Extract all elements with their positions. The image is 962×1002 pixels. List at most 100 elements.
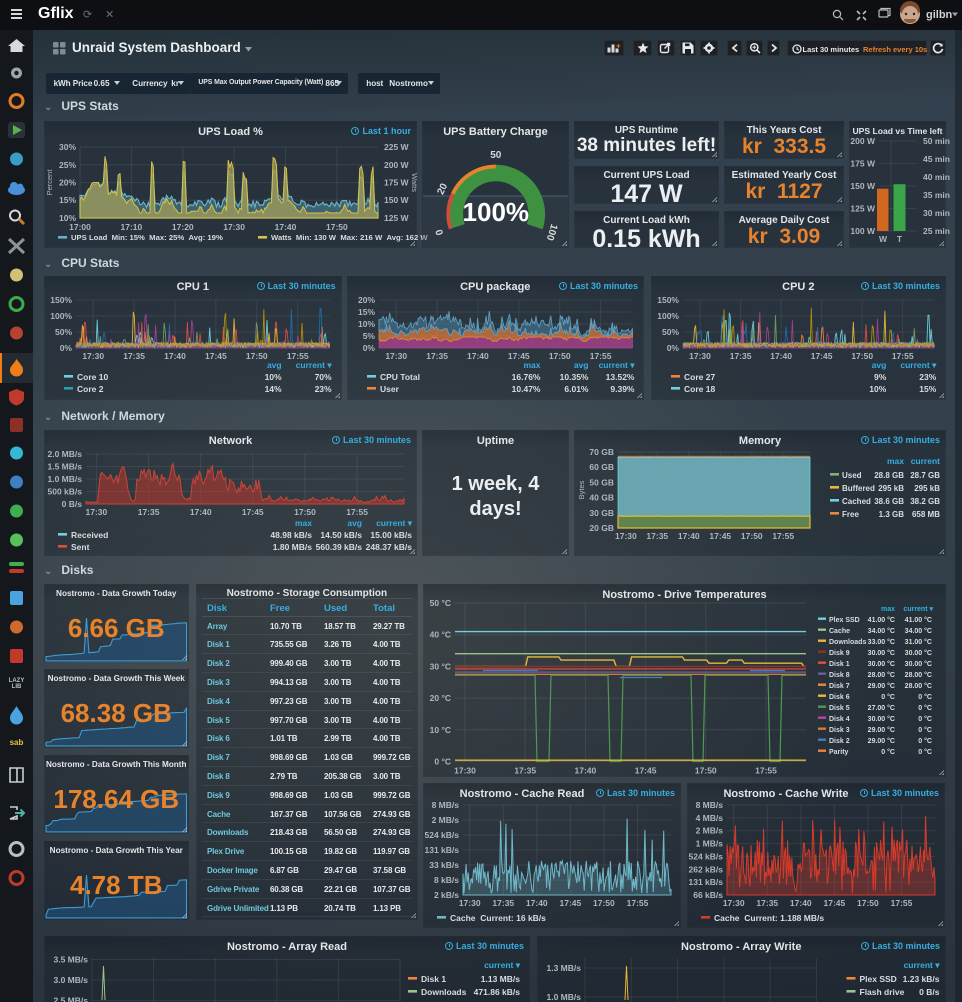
svg-text:29.00 °C: 29.00 °C [868,737,895,745]
svg-text:Plex SSD: Plex SSD [829,617,860,624]
svg-text:0 °C: 0 °C [918,715,932,723]
svg-text:28.8 GB: 28.8 GB [874,471,904,480]
svg-text:100%: 100% [657,311,679,321]
svg-text:2.5 MB/s: 2.5 MB/s [54,996,89,1002]
svg-text:100 W: 100 W [850,226,876,236]
svg-text:Disk 5: Disk 5 [829,705,850,712]
svg-text:50%: 50% [55,327,72,337]
svg-text:17:55: 17:55 [287,351,309,361]
svg-text:0%: 0% [60,343,73,353]
svg-text:66 kB/s: 66 kB/s [693,890,723,900]
svg-text:150 W: 150 W [850,181,876,191]
svg-text:current ▾: current ▾ [598,360,635,370]
svg-text:17:30: 17:30 [223,222,245,232]
svg-text:17:40: 17:40 [678,531,700,541]
svg-text:125 W: 125 W [850,204,876,214]
svg-text:17:40: 17:40 [275,222,297,232]
svg-text:17:50: 17:50 [246,351,268,361]
svg-text:131 kB/s: 131 kB/s [425,845,460,855]
svg-text:45 min: 45 min [923,154,950,164]
svg-text:28.7 GB: 28.7 GB [910,471,940,480]
svg-text:Downloads: Downloads [421,987,467,997]
svg-text:17:35: 17:35 [646,531,668,541]
svg-text:150%: 150% [50,295,72,305]
svg-text:25%: 25% [59,160,76,170]
svg-text:38.6 GB: 38.6 GB [874,497,904,506]
svg-text:10%: 10% [357,319,374,329]
svg-text:17:50: 17:50 [741,531,763,541]
svg-text:Bytes: Bytes [577,480,586,499]
svg-text:29.00 °C: 29.00 °C [868,682,895,690]
svg-text:Sent: Sent [71,542,90,552]
svg-text:Disk 8: Disk 8 [829,672,850,679]
svg-text:30.00 °C: 30.00 °C [905,660,932,668]
svg-text:30 GB: 30 GB [589,508,614,518]
svg-text:0 B/s: 0 B/s [62,499,83,509]
svg-text:0 °C: 0 °C [881,748,895,756]
svg-text:16.76%: 16.76% [511,372,540,382]
svg-text:0 °C: 0 °C [881,693,895,701]
svg-text:100%: 100% [463,197,530,227]
svg-text:38.2 GB: 38.2 GB [910,497,940,506]
svg-text:17:45: 17:45 [205,351,227,361]
svg-text:17:35: 17:35 [492,898,514,908]
svg-text:25 min: 25 min [923,226,950,236]
svg-text:UPS Load Min: 15% Max: 25%: UPS Load Min: 15% Max: 25% Avg: 19% [71,233,223,242]
svg-text:1.23 kB/s: 1.23 kB/s [902,974,939,984]
svg-text:500 kB/s: 500 kB/s [48,487,83,497]
svg-text:0 °C: 0 °C [918,704,932,712]
svg-text:8 MB/s: 8 MB/s [432,800,460,810]
svg-text:avg: avg [871,360,886,370]
svg-text:17:20: 17:20 [172,222,194,232]
svg-text:28.00 °C: 28.00 °C [868,671,895,679]
svg-text:658 MB: 658 MB [912,510,940,519]
svg-text:1.5 MB/s: 1.5 MB/s [48,462,83,472]
svg-text:max: max [295,518,312,528]
svg-text:17:30: 17:30 [615,531,637,541]
svg-text:max: max [881,606,895,613]
svg-text:2 MB/s: 2 MB/s [696,826,724,836]
svg-text:27.00 °C: 27.00 °C [868,704,895,712]
svg-text:5%: 5% [362,331,375,341]
svg-text:Core 2: Core 2 [77,384,104,394]
svg-text:max: max [523,360,540,370]
svg-text:0 °C: 0 °C [918,748,932,756]
svg-text:1.13 MB/s: 1.13 MB/s [481,974,520,984]
svg-text:50 GB: 50 GB [589,477,614,487]
svg-text:13.52%: 13.52% [605,372,634,382]
svg-text:17:35: 17:35 [729,351,751,361]
svg-text:Core 18: Core 18 [684,384,715,394]
svg-text:100%: 100% [50,311,72,321]
svg-text:175 W: 175 W [384,178,410,188]
svg-text:current ▾: current ▾ [900,360,937,370]
svg-text:15.00 kB/s: 15.00 kB/s [370,530,412,540]
svg-text:Core 27: Core 27 [684,372,715,382]
svg-text:17:40: 17:40 [164,351,186,361]
svg-text:17:50: 17:50 [326,222,348,232]
svg-text:150%: 150% [657,295,679,305]
svg-text:41.00 °C: 41.00 °C [868,616,895,624]
svg-text:30.00 °C: 30.00 °C [868,660,895,668]
svg-text:200 W: 200 W [384,160,410,170]
svg-text:20 °C: 20 °C [430,693,451,703]
svg-text:17:30: 17:30 [459,898,481,908]
svg-text:Cache: Cache [829,628,850,635]
svg-text:Percent: Percent [45,169,54,196]
svg-text:30.00 °C: 30.00 °C [868,715,895,723]
svg-text:17:55: 17:55 [891,898,913,908]
svg-text:current ▾: current ▾ [903,960,940,970]
svg-text:17:45: 17:45 [635,765,657,775]
svg-text:0%: 0% [666,343,679,353]
svg-text:15%: 15% [59,195,76,205]
svg-text:Refresh every 10s: Refresh every 10s [863,45,927,54]
svg-text:8 kB/s: 8 kB/s [434,875,459,885]
svg-text:524 kB/s: 524 kB/s [425,830,460,840]
svg-text:Core 10: Core 10 [77,372,108,382]
svg-text:17:50: 17:50 [548,351,570,361]
svg-text:current ▾: current ▾ [376,518,413,528]
svg-text:35 min: 35 min [923,190,950,200]
svg-text:20: 20 [435,181,450,196]
svg-text:Watts: Watts [410,173,419,192]
svg-text:2 MB/s: 2 MB/s [432,815,460,825]
svg-text:0 °C: 0 °C [434,756,451,766]
